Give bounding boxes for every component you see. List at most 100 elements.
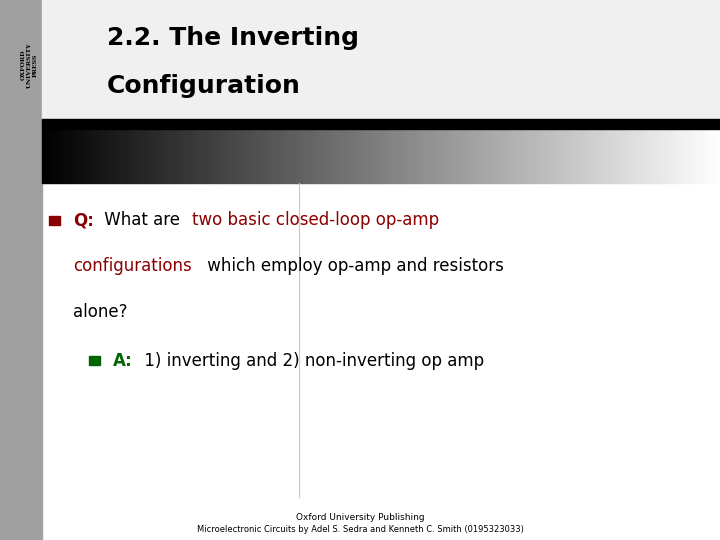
Bar	[166, 129, 168, 183]
Bar	[369, 129, 372, 183]
Bar	[462, 129, 464, 183]
Bar	[311, 129, 313, 183]
Bar	[623, 129, 625, 183]
Bar	[189, 129, 191, 183]
Bar	[383, 129, 385, 183]
Bar	[526, 129, 528, 183]
Bar	[240, 129, 243, 183]
Bar	[657, 129, 659, 183]
Bar	[282, 129, 284, 183]
Bar	[629, 129, 632, 183]
Bar	[135, 129, 137, 183]
Bar	[322, 129, 324, 183]
Bar	[83, 129, 85, 183]
Bar	[693, 129, 695, 183]
Bar	[428, 129, 431, 183]
Bar	[708, 129, 711, 183]
Bar	[598, 129, 600, 183]
Bar	[105, 129, 107, 183]
Bar	[688, 129, 690, 183]
Bar	[175, 129, 177, 183]
Bar	[309, 129, 311, 183]
Bar	[171, 129, 173, 183]
Bar	[381, 129, 383, 183]
Bar	[220, 129, 222, 183]
Bar	[345, 129, 347, 183]
Bar	[541, 129, 544, 183]
Text: 1) inverting and 2) non-inverting op amp: 1) inverting and 2) non-inverting op amp	[139, 352, 484, 370]
Bar	[379, 129, 381, 183]
Bar	[248, 129, 250, 183]
Bar	[433, 129, 435, 183]
Bar	[363, 129, 365, 183]
Bar	[234, 129, 236, 183]
Bar	[639, 129, 641, 183]
Bar	[401, 129, 403, 183]
Bar	[431, 129, 433, 183]
Bar	[677, 129, 679, 183]
Bar	[480, 129, 482, 183]
Bar	[557, 129, 559, 183]
Bar	[261, 129, 264, 183]
Text: 2.2. The Inverting: 2.2. The Inverting	[107, 26, 359, 50]
Bar	[566, 129, 569, 183]
Bar	[182, 129, 184, 183]
Bar	[164, 129, 166, 183]
Bar	[494, 129, 496, 183]
Bar	[652, 129, 654, 183]
Text: two basic closed-loop op-amp: two basic closed-loop op-amp	[192, 211, 439, 230]
Bar	[202, 129, 204, 183]
Bar	[569, 129, 571, 183]
Bar	[636, 129, 639, 183]
Bar	[496, 129, 498, 183]
Bar	[395, 129, 397, 183]
Bar	[80, 129, 83, 183]
Bar	[191, 129, 193, 183]
Bar	[490, 129, 492, 183]
Bar	[320, 129, 322, 183]
Bar	[254, 129, 256, 183]
Bar	[659, 129, 661, 183]
Bar	[575, 129, 577, 183]
Bar	[238, 129, 240, 183]
Bar	[634, 129, 636, 183]
Bar	[333, 129, 336, 183]
Bar	[666, 129, 668, 183]
Bar	[246, 129, 248, 183]
Bar	[351, 129, 354, 183]
Bar	[523, 129, 526, 183]
Bar	[44, 129, 46, 183]
Bar	[611, 129, 613, 183]
Bar	[670, 129, 672, 183]
Bar	[230, 129, 232, 183]
Bar	[117, 129, 119, 183]
Bar	[467, 129, 469, 183]
Text: configurations: configurations	[73, 257, 192, 275]
Bar	[603, 129, 605, 183]
Bar	[207, 129, 209, 183]
Bar	[284, 129, 286, 183]
Bar	[58, 129, 60, 183]
Bar	[143, 129, 145, 183]
Bar	[42, 0, 720, 119]
Bar	[582, 129, 585, 183]
Bar	[89, 356, 100, 365]
Bar	[410, 129, 413, 183]
Bar	[313, 129, 315, 183]
Bar	[277, 129, 279, 183]
Bar	[528, 129, 530, 183]
Bar	[279, 129, 282, 183]
Bar	[458, 129, 460, 183]
Bar	[555, 129, 557, 183]
Bar	[141, 129, 143, 183]
Bar	[444, 129, 446, 183]
Bar	[648, 129, 650, 183]
Bar	[451, 129, 453, 183]
Bar	[706, 129, 708, 183]
Bar	[297, 129, 300, 183]
Bar	[161, 129, 164, 183]
Bar	[227, 129, 230, 183]
Bar	[403, 129, 406, 183]
Bar	[487, 129, 490, 183]
Bar	[180, 129, 182, 183]
